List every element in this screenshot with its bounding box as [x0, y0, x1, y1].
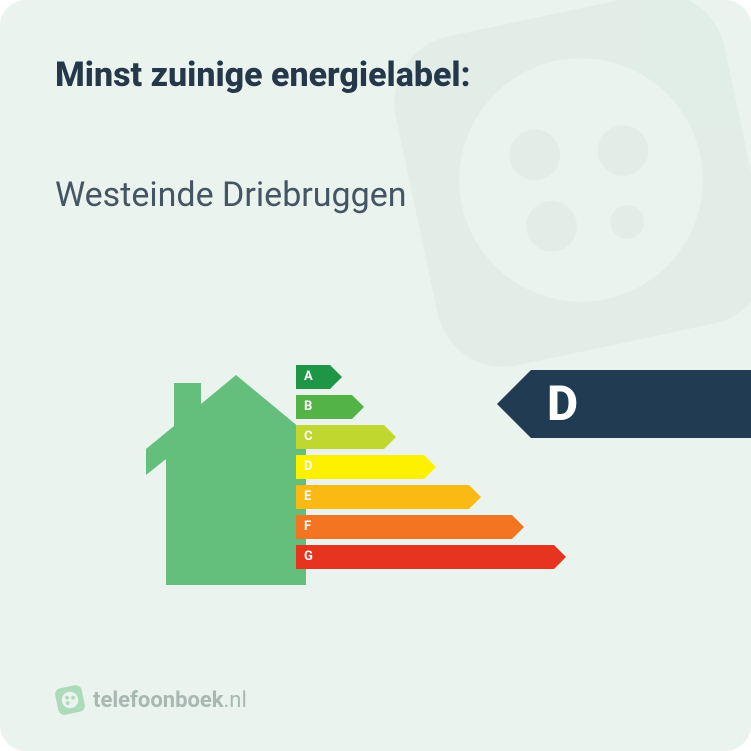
energy-bar-d: D	[296, 455, 566, 479]
energy-label-card: Minst zuinige energielabel: Westeinde Dr…	[0, 0, 751, 751]
energy-bar-label: C	[304, 425, 313, 449]
footer-text: telefoonboek.nl	[93, 688, 247, 713]
energy-bar-label: B	[304, 395, 312, 419]
brand-icon	[55, 685, 85, 715]
energy-bar-label: A	[304, 365, 313, 389]
footer-brand-name: telefoonboek	[93, 688, 224, 713]
card-subtitle: Westeinde Driebruggen	[55, 175, 407, 215]
card-title: Minst zuinige energielabel:	[55, 55, 471, 95]
energy-bar-e: E	[296, 485, 566, 509]
badge-letter: D	[547, 380, 578, 428]
footer-brand: telefoonboek.nl	[55, 685, 247, 715]
rating-badge: D	[497, 370, 751, 438]
energy-bar-label: F	[304, 515, 311, 539]
badge-body: D	[531, 370, 751, 438]
energy-bar-label: D	[304, 455, 312, 479]
energy-bar-label: G	[304, 545, 313, 569]
energy-chart: ABCDEFG	[146, 365, 526, 595]
footer-brand-tld: .nl	[224, 688, 247, 713]
energy-bar-g: G	[296, 545, 566, 569]
energy-bar-f: F	[296, 515, 566, 539]
house-icon	[146, 375, 306, 585]
energy-bar-label: E	[304, 485, 311, 509]
badge-arrow-icon	[497, 370, 531, 438]
